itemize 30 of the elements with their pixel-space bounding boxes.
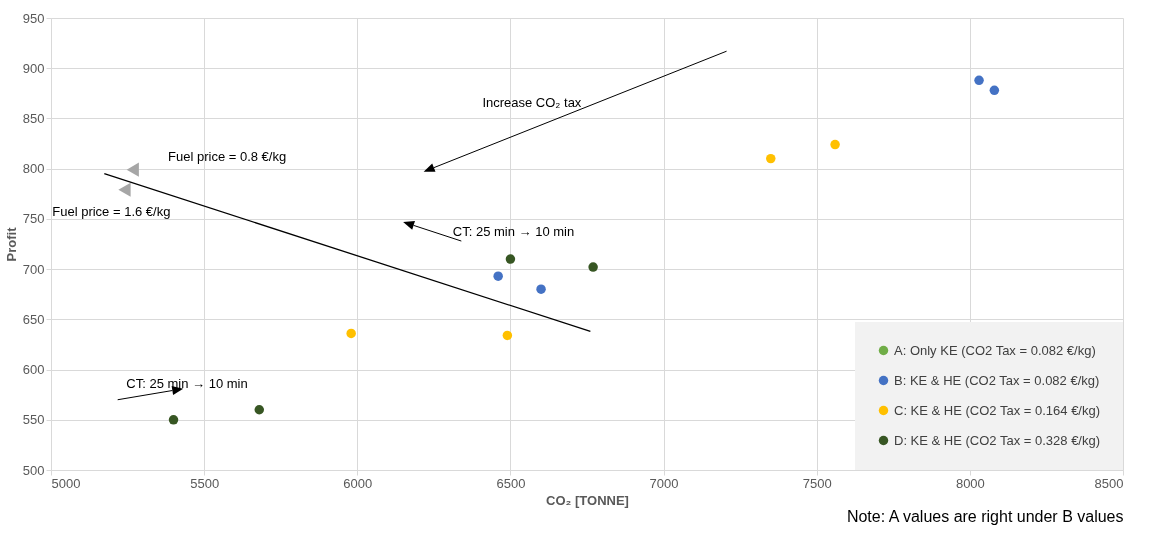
legend-label: B: KE & HE (CO2 Tax = 0.082 €/kg) (894, 372, 1100, 388)
y-tick-label: 750 (22, 211, 45, 227)
legend-label: D: KE & HE (CO2 Tax = 0.328 €/kg) (894, 432, 1101, 448)
legend-label: A: Only KE (CO2 Tax = 0.082 €/kg) (894, 342, 1096, 358)
x-tick-label: 5000 (51, 475, 81, 491)
y-tick-label: 500 (22, 462, 45, 478)
y-tick-label: 550 (22, 412, 45, 428)
text: Note: A values are right under B values (846, 508, 1124, 525)
y-tick-label: 650 (22, 311, 45, 327)
y-axis-title: Profit (3, 226, 19, 262)
x-tick-label: 6000 (343, 475, 373, 491)
annotation: Fuel price = 0.8 €/kg (168, 148, 287, 164)
x-axis-title: CO₂ [TONNE] (546, 492, 629, 508)
x-tick-label: 7500 (802, 475, 832, 491)
y-tick-label: 950 (22, 10, 45, 26)
y-tick-label: 600 (22, 362, 45, 378)
annotation: CT: 25 min → 10 min (126, 375, 248, 391)
x-tick-label: 8500 (1094, 475, 1124, 491)
x-tick-label: 6500 (496, 475, 526, 491)
y-tick-label: 800 (22, 161, 45, 177)
annotation: Increase CO₂ tax (482, 95, 582, 111)
x-tick-label: 5500 (190, 475, 220, 491)
annotation: Fuel price = 1.6 €/kg (52, 203, 171, 219)
y-tick-label: 700 (22, 261, 45, 277)
y-tick-label: 900 (22, 60, 45, 76)
legend-label: C: KE & HE (CO2 Tax = 0.164 €/kg) (894, 402, 1101, 418)
x-tick-label: 7000 (649, 475, 679, 491)
x-tick-label: 8000 (955, 475, 985, 491)
annotation: CT: 25 min → 10 min (452, 223, 575, 239)
y-tick-label: 850 (22, 110, 45, 126)
